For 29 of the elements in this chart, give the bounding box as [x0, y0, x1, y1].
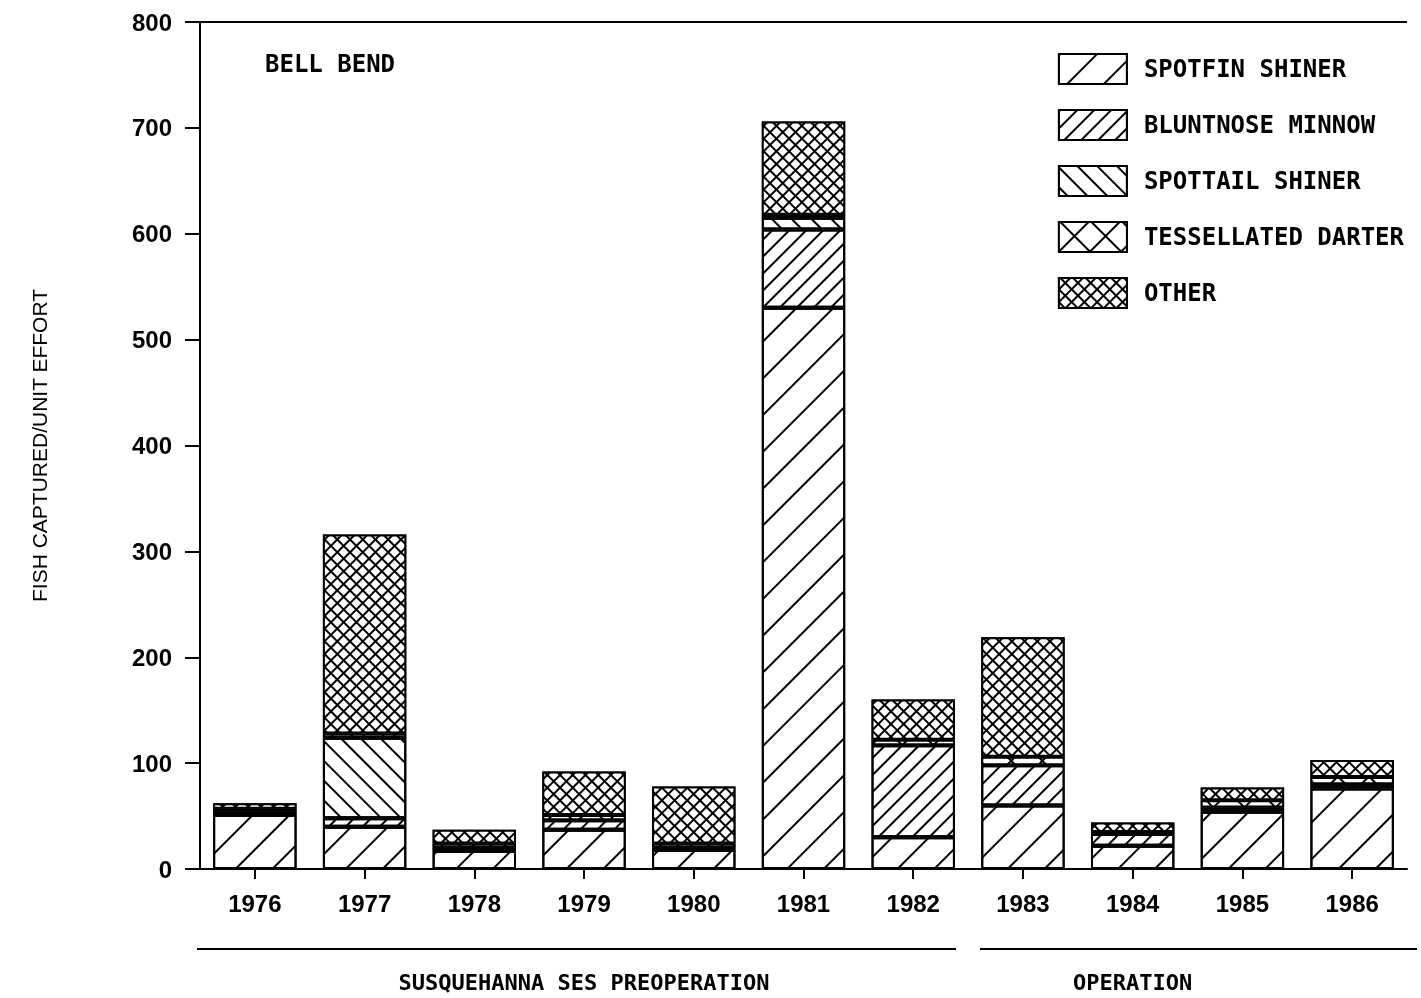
x-tick-label: 1983: [996, 889, 1050, 917]
legend-label: BLUNTNOSE MINNOW: [1143, 111, 1376, 139]
y-tick-label: 700: [131, 114, 172, 142]
text: OPERATION: [1073, 969, 1193, 995]
y-tick-label: 200: [131, 643, 172, 671]
x-tick-label: 1984: [1105, 889, 1161, 917]
text: SUSQUEHANNA SES PREOPERATION: [398, 969, 770, 995]
y-tick-label: 300: [131, 537, 172, 565]
x-tick-label: 1977: [337, 889, 392, 917]
x-tick-label: 1981: [776, 889, 831, 917]
x-tick-label: 1978: [447, 889, 502, 917]
y-axis-title: FISH CAPTURED/UNIT EFFORT: [28, 288, 51, 603]
y-tick-label: 0: [158, 855, 172, 883]
x-tick-label: 1980: [667, 889, 721, 917]
annotation: BELL BEND: [265, 50, 396, 78]
legend-label: SPOTTAIL SHINER: [1143, 167, 1362, 195]
x-tick-label: 1976: [228, 889, 282, 917]
legend-label: OTHER: [1143, 279, 1217, 307]
x-tick-label: 1986: [1325, 889, 1379, 917]
y-tick-label: 500: [131, 326, 172, 354]
legend-label: SPOTFIN SHINER: [1143, 55, 1347, 83]
x-tick-label: 1985: [1215, 889, 1270, 917]
y-tick-label: 800: [131, 8, 172, 36]
y-tick-label: 100: [131, 749, 172, 777]
legend-label: TESSELLATED DARTER: [1143, 223, 1405, 251]
y-tick-label: 400: [131, 432, 172, 459]
x-tick-label: 1979: [557, 889, 611, 917]
y-tick-label: 600: [131, 220, 172, 248]
x-tick-label: 1982: [886, 889, 940, 917]
